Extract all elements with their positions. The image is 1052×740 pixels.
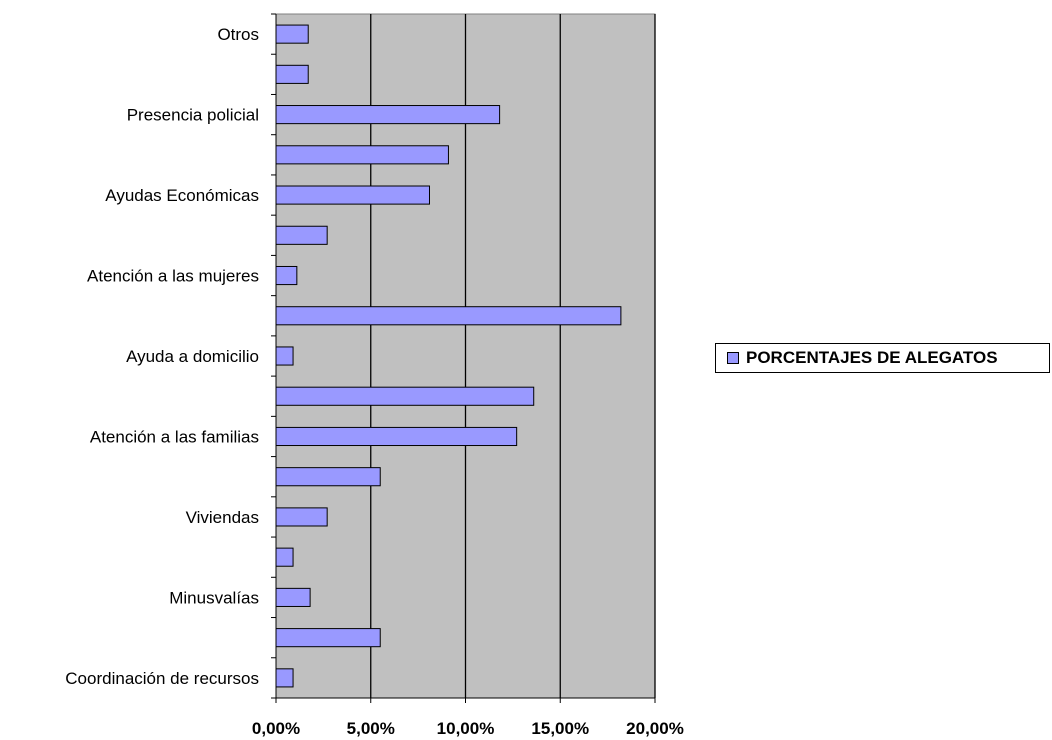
bar (275, 64, 309, 84)
bar (275, 587, 311, 607)
y-axis: Coordinación de recursos Minusvalías Vivie… (65, 13, 277, 699)
y-tick-label: Presencia policial (127, 106, 259, 125)
bar (275, 386, 535, 406)
legend-label: PORCENTAJES DE ALEGATOS (746, 348, 998, 367)
bar (275, 628, 381, 648)
y-tick-label: Ayuda a domicilio (126, 347, 259, 366)
x-tick-label: 0,00% (252, 719, 300, 738)
x-tick-label: 15,00% (531, 719, 589, 738)
legend: PORCENTAJES DE ALEGATOS (715, 343, 1050, 373)
bar (275, 105, 501, 125)
x-tick-label: 5,00% (347, 719, 395, 738)
bar (275, 547, 294, 567)
gridlines (370, 14, 656, 698)
bar (275, 507, 328, 527)
bar (275, 346, 294, 366)
bar (275, 225, 328, 245)
y-tick-label: Ayudas Económicas (105, 186, 259, 205)
y-tick-label: Otros (217, 25, 259, 44)
y-tick-label: Minusvalías (169, 588, 259, 607)
bar (275, 306, 622, 326)
bars (275, 24, 622, 688)
x-tick-label: 10,00% (437, 719, 495, 738)
bar (275, 145, 449, 165)
bar (275, 668, 294, 688)
bar (275, 426, 518, 447)
bar (275, 185, 430, 205)
x-axis: 0,00% 5,00% 10,00% 15,00% 20,00% (252, 697, 684, 738)
y-tick-label: Atención a las mujeres (87, 267, 259, 286)
y-tick-label: Coordinación de recursos (65, 669, 259, 688)
y-tick-label: Viviendas (186, 508, 259, 527)
bar (275, 265, 298, 286)
bar (275, 467, 381, 487)
x-tick-label: 20,00% (626, 719, 684, 738)
legend-swatch (727, 352, 739, 364)
bar (275, 24, 309, 44)
y-tick-label: Atención a las familias (90, 427, 259, 446)
